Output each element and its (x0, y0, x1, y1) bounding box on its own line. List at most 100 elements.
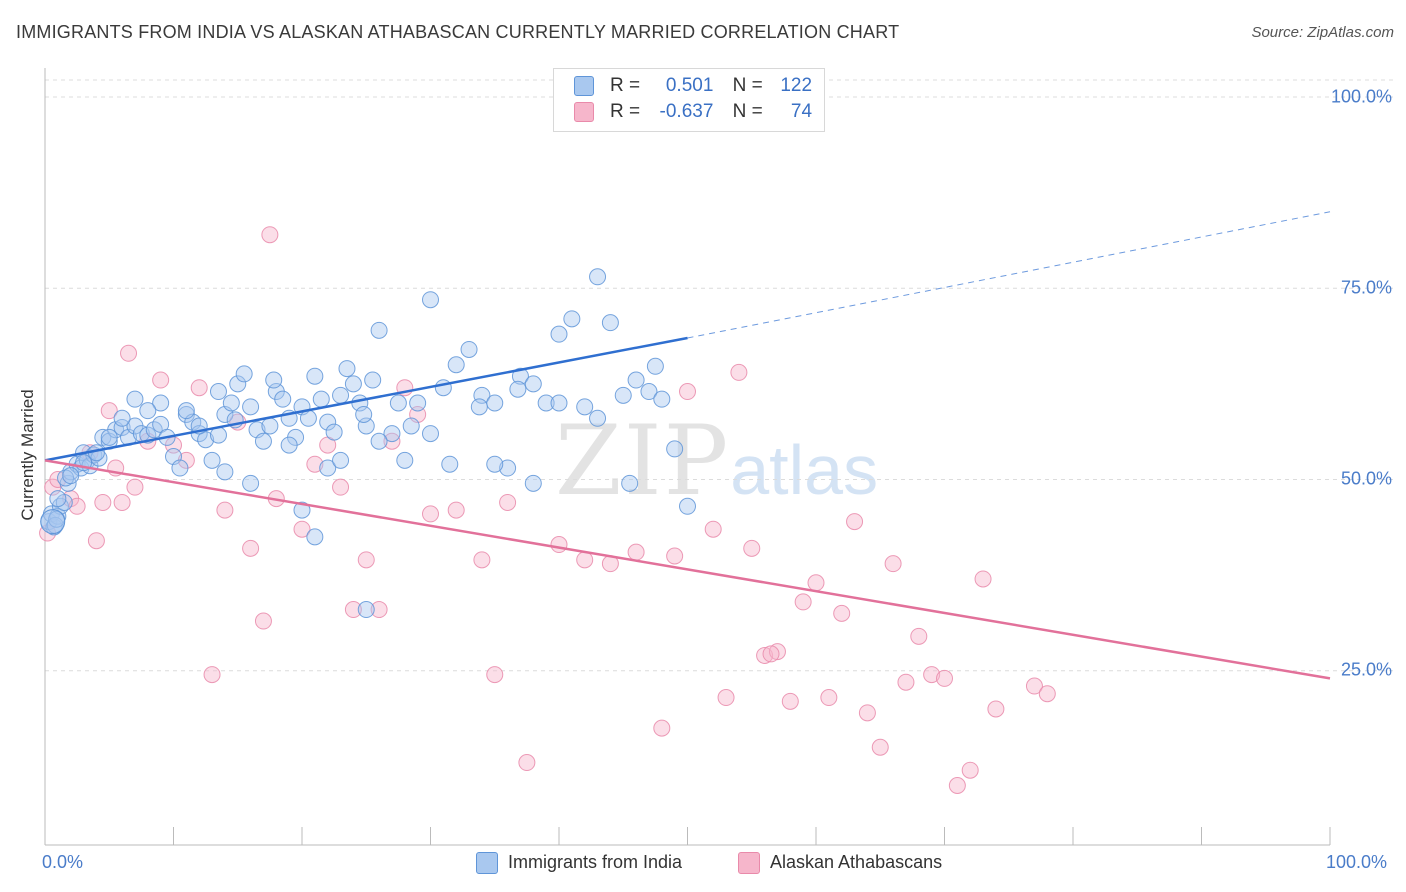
athabascan-point (961, 761, 979, 779)
athabascan-point (152, 371, 170, 389)
athabascan-point (306, 455, 324, 473)
india-point (434, 379, 452, 397)
athabascan-point (242, 539, 260, 557)
athabascan-point (1025, 677, 1043, 695)
athabascan-point (94, 493, 112, 511)
india-point (589, 268, 607, 286)
athabascan-point (858, 704, 876, 722)
legend-n-label: N = (732, 75, 763, 96)
chart-source: Source: ZipAtlas.com (1251, 24, 1394, 41)
athabascan-point (794, 593, 812, 611)
india-point (364, 371, 382, 389)
x-tick-label-100: 100.0% (1326, 852, 1388, 872)
india-point (509, 380, 527, 398)
india-point (332, 386, 350, 404)
legend-n-value: 122 (780, 75, 813, 96)
india-trend-line-extension (687, 211, 1331, 339)
india-point (383, 425, 401, 443)
legend-row-india: R = 0.501 N = 122 (574, 75, 812, 99)
india-point (299, 409, 317, 427)
athabascan-point (730, 363, 748, 381)
india-point (197, 431, 215, 449)
india-point (601, 314, 619, 332)
india-point (319, 413, 337, 431)
india-point (653, 390, 671, 408)
india-point (499, 459, 517, 477)
india-point (325, 423, 343, 441)
athabascan-point (486, 666, 504, 684)
athabascan-point (120, 344, 138, 362)
athabascan-point (679, 383, 696, 401)
india-point (524, 375, 542, 393)
india-point (344, 375, 362, 393)
india-point (113, 418, 131, 436)
athabascan-point (833, 604, 851, 622)
athabascan-trend-line (44, 459, 1331, 680)
india-point (62, 467, 80, 485)
athabascan-point (627, 543, 645, 561)
india-point (486, 394, 504, 412)
athabascan-point (100, 402, 118, 420)
athabascan-point (936, 669, 953, 687)
india-point (486, 455, 504, 473)
india-point (679, 497, 696, 515)
india-point (312, 390, 330, 408)
india-point (49, 490, 67, 508)
india-point (242, 398, 260, 416)
athabascan-point (68, 497, 86, 515)
athabascan-point (987, 700, 1005, 718)
athabascan-point (344, 601, 362, 619)
athabascan-point (293, 520, 311, 538)
india-point (370, 432, 388, 450)
bottom-legend-label-athabascan: Alaskan Athabascans (770, 852, 943, 872)
india-point (524, 474, 542, 492)
athabascan-point (871, 738, 889, 756)
athabascan-point (1038, 685, 1056, 703)
athabascan-point (807, 574, 825, 592)
india-point (402, 417, 420, 435)
athabascan-point (768, 643, 786, 661)
athabascan-point (717, 689, 735, 707)
india-trend-line (44, 336, 688, 462)
india-point (139, 402, 157, 420)
india-point (265, 371, 283, 389)
athabascan-point (762, 645, 780, 663)
athabascan-point (948, 777, 966, 794)
india-point (550, 394, 568, 412)
bottom-legend-label-india: Immigrants from India (508, 852, 683, 872)
india-point (357, 601, 375, 619)
bottom-legend-india: Immigrants from India (476, 852, 683, 875)
stats-legend: R = 0.501 N = 122 R = -0.637 N = 74 (553, 68, 825, 132)
india-point (537, 394, 555, 412)
india-point (396, 451, 414, 469)
athabascan-point (974, 570, 992, 588)
india-point (460, 340, 478, 358)
y-tick-label-50: 50.0% (1340, 468, 1392, 489)
legend-r-label: R = (610, 101, 641, 122)
india-point (203, 451, 221, 469)
athabascan-point (884, 555, 902, 573)
india-point (332, 451, 350, 469)
india-point (113, 409, 131, 427)
athabascan-point (781, 692, 799, 710)
india-point (550, 325, 568, 343)
athabascan-point (126, 478, 144, 496)
x-tick-label-0: 0.0% (42, 852, 84, 872)
athabascan-point (576, 551, 594, 569)
athabascan-point (820, 689, 838, 707)
india-point (235, 365, 253, 383)
athabascan-point (499, 493, 517, 511)
india-point (152, 394, 170, 412)
legend-swatch-blue (574, 76, 594, 96)
india-point (242, 474, 260, 492)
legend-r-label: R = (610, 75, 641, 96)
athabascan-point (910, 627, 928, 645)
india-point (209, 383, 227, 401)
india-point (511, 367, 529, 385)
legend-swatch-pink (574, 102, 594, 122)
india-point (621, 474, 639, 492)
athabascan-point (370, 601, 388, 619)
chart-title: IMMIGRANTS FROM INDIA VS ALASKAN ATHABAS… (16, 22, 900, 42)
india-point (447, 356, 465, 374)
